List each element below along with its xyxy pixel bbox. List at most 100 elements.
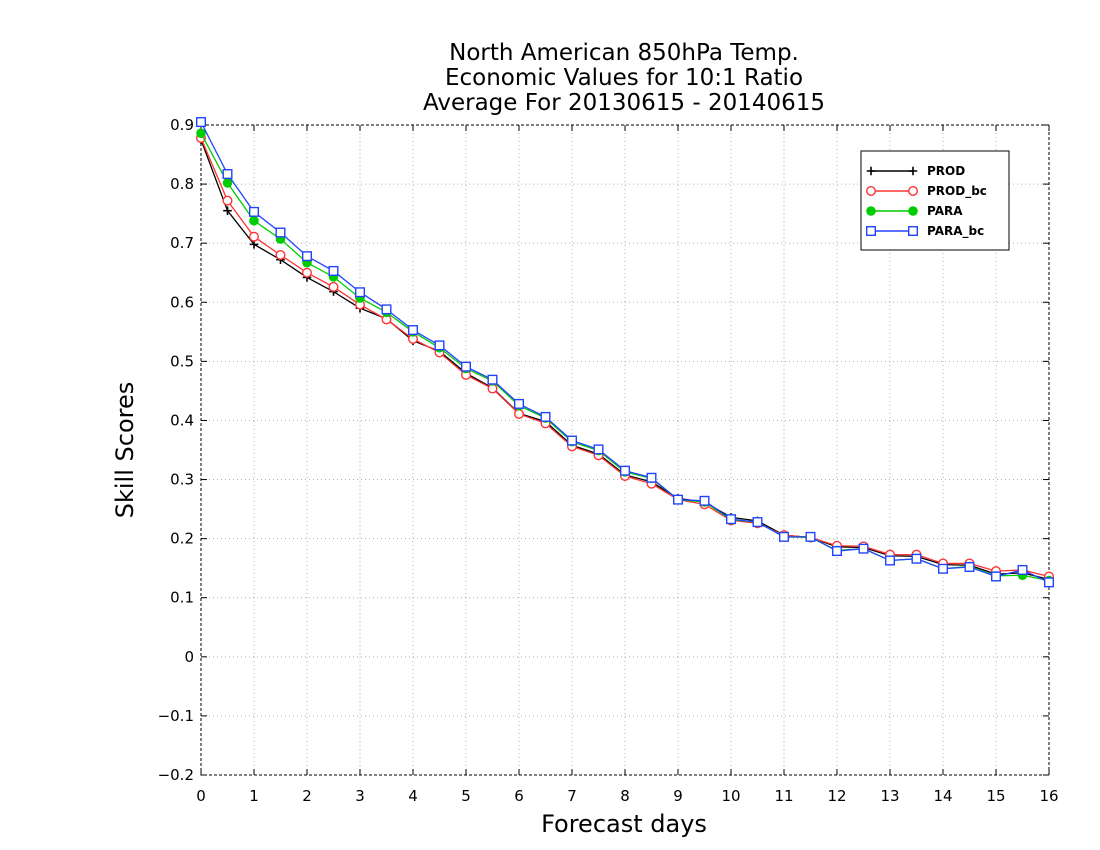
x-tick-label: 7: [567, 787, 577, 805]
square-marker: [699, 495, 710, 506]
square-marker: [908, 225, 919, 236]
square-marker: [885, 555, 896, 566]
y-tick-label: −0.2: [158, 766, 194, 784]
y-axis-label: Skill Scores: [111, 382, 139, 519]
square-marker: [248, 206, 259, 217]
x-tick-label: 14: [933, 787, 952, 805]
y-tick-label: 0.4: [170, 411, 194, 429]
chart-title-line-3: Average For 20130615 - 20140615: [423, 90, 825, 116]
x-tick-label: 0: [196, 787, 206, 805]
x-tick-label: 1: [249, 787, 259, 805]
square-marker: [779, 531, 790, 542]
circle-marker: [866, 185, 877, 196]
square-marker: [514, 398, 525, 409]
x-tick-label: 12: [827, 787, 846, 805]
legend-label: PROD_bc: [927, 184, 987, 199]
plus-marker: [866, 166, 876, 176]
square-marker: [620, 465, 631, 476]
square-marker: [911, 553, 922, 564]
x-tick-label: 10: [721, 787, 740, 805]
y-tick-label: 0.7: [170, 234, 194, 252]
square-marker: [434, 340, 445, 351]
axis-tick-labels: 0 1 2 3 4 5 6 7 8 9 10 11 12 13 14 15 16−0.2−0.100.10.20…: [158, 116, 1059, 805]
x-tick-label: 6: [514, 787, 524, 805]
plus-marker: [223, 206, 232, 215]
legend-label: PROD: [927, 164, 965, 178]
circle-marker: [514, 408, 525, 419]
legend-item-para: PARA: [866, 204, 963, 218]
x-tick-label: 11: [774, 787, 793, 805]
filled-circle-marker: [866, 206, 876, 216]
square-marker: [487, 374, 498, 385]
square-marker: [195, 117, 206, 128]
filled-circle-marker: [249, 215, 259, 226]
square-marker: [593, 444, 604, 455]
square-marker: [328, 265, 339, 276]
y-tick-label: 0.5: [170, 352, 194, 370]
axis-ticks: [200, 124, 1050, 776]
x-tick-label: 3: [355, 787, 365, 805]
x-tick-label: 4: [408, 787, 418, 805]
filled-circle-marker: [196, 128, 206, 139]
x-tick-label: 9: [673, 787, 683, 805]
x-tick-label: 5: [461, 787, 471, 805]
y-tick-label: 0.2: [170, 530, 194, 548]
circle-marker: [222, 195, 233, 206]
y-tick-label: 0.3: [170, 471, 194, 489]
filled-circle-marker: [908, 206, 918, 216]
square-marker: [752, 517, 763, 528]
y-tick-label: 0.1: [170, 589, 194, 607]
series-para-bc: [195, 117, 1054, 588]
filled-circle-marker: [222, 178, 233, 188]
square-marker: [1017, 564, 1028, 575]
legend-item-prod-bc: PROD_bc: [866, 184, 987, 199]
y-tick-label: 0.6: [170, 293, 194, 311]
y-tick-label: −0.1: [158, 707, 194, 725]
square-marker: [858, 543, 869, 554]
y-tick-label: 0: [184, 648, 194, 666]
y-tick-label: 0.9: [170, 116, 194, 134]
x-tick-label: 2: [302, 787, 312, 805]
circle-marker: [908, 185, 919, 196]
square-marker: [832, 546, 843, 557]
square-marker: [726, 514, 737, 525]
plus-marker: [908, 166, 918, 176]
legend: PROD PROD_bc PARA PARA_bc: [860, 150, 1010, 251]
square-marker: [355, 287, 366, 298]
x-axis-label: Forecast days: [541, 810, 707, 838]
series-layer: [195, 117, 1054, 588]
square-marker: [673, 494, 684, 505]
legend-item-prod: PROD: [866, 164, 965, 178]
chart-title-line-1: North American 850hPa Temp.: [449, 40, 799, 66]
circle-marker: [275, 249, 286, 260]
x-tick-label: 8: [620, 787, 630, 805]
x-tick-label: 13: [880, 787, 899, 805]
square-marker: [540, 411, 551, 422]
chart-title-line-2: Economic Values for 10:1 Ratio: [445, 65, 803, 91]
y-tick-label: 0.8: [170, 175, 194, 193]
legend-label: PARA: [927, 204, 963, 218]
square-marker: [222, 169, 233, 180]
square-marker: [381, 304, 392, 315]
square-marker: [461, 361, 472, 372]
square-marker: [408, 325, 419, 336]
square-marker: [805, 531, 816, 542]
circle-marker: [302, 267, 313, 278]
square-marker: [275, 227, 286, 238]
square-marker: [302, 251, 313, 262]
square-marker: [866, 225, 877, 236]
x-tick-label: 16: [1039, 787, 1058, 805]
square-marker: [991, 571, 1002, 582]
square-marker: [567, 435, 578, 446]
legend-box: [860, 150, 1010, 251]
legend-label: PARA_bc: [927, 224, 984, 239]
square-marker: [938, 563, 949, 574]
square-marker: [1043, 577, 1054, 588]
chart-title-group: North American 850hPa Temp. Economic Val…: [423, 40, 825, 116]
circle-marker: [328, 281, 339, 292]
legend-item-para-bc: PARA_bc: [866, 224, 984, 239]
x-tick-label: 15: [986, 787, 1005, 805]
circle-marker: [248, 231, 259, 242]
square-marker: [964, 562, 975, 573]
